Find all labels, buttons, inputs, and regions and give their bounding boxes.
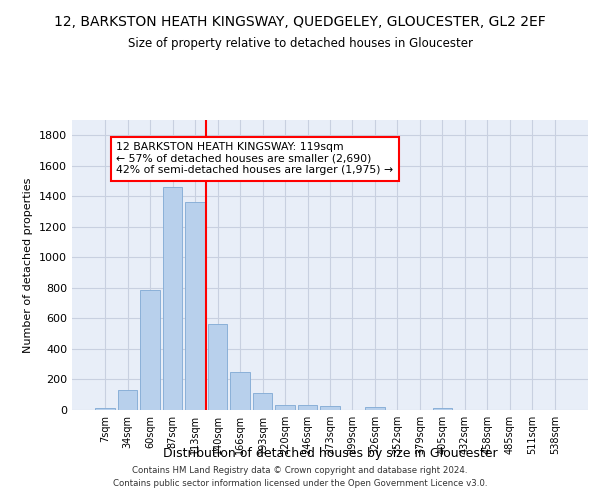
Bar: [185, 202, 205, 410]
Bar: [275, 404, 295, 410]
Bar: [163, 187, 182, 410]
Bar: [320, 406, 340, 410]
Y-axis label: Number of detached properties: Number of detached properties: [23, 178, 34, 352]
Bar: [140, 290, 160, 410]
Bar: [230, 372, 250, 410]
Text: 12 BARKSTON HEATH KINGSWAY: 119sqm
← 57% of detached houses are smaller (2,690)
: 12 BARKSTON HEATH KINGSWAY: 119sqm ← 57%…: [116, 142, 394, 176]
Bar: [208, 324, 227, 410]
Text: Distribution of detached houses by size in Gloucester: Distribution of detached houses by size …: [163, 448, 497, 460]
Text: Contains HM Land Registry data © Crown copyright and database right 2024.
Contai: Contains HM Land Registry data © Crown c…: [113, 466, 487, 487]
Text: 12, BARKSTON HEATH KINGSWAY, QUEDGELEY, GLOUCESTER, GL2 2EF: 12, BARKSTON HEATH KINGSWAY, QUEDGELEY, …: [54, 15, 546, 29]
Bar: [298, 406, 317, 410]
Bar: [433, 408, 452, 410]
Bar: [95, 408, 115, 410]
Bar: [253, 393, 272, 410]
Text: Size of property relative to detached houses in Gloucester: Size of property relative to detached ho…: [128, 38, 473, 51]
Bar: [365, 407, 385, 410]
Bar: [118, 390, 137, 410]
